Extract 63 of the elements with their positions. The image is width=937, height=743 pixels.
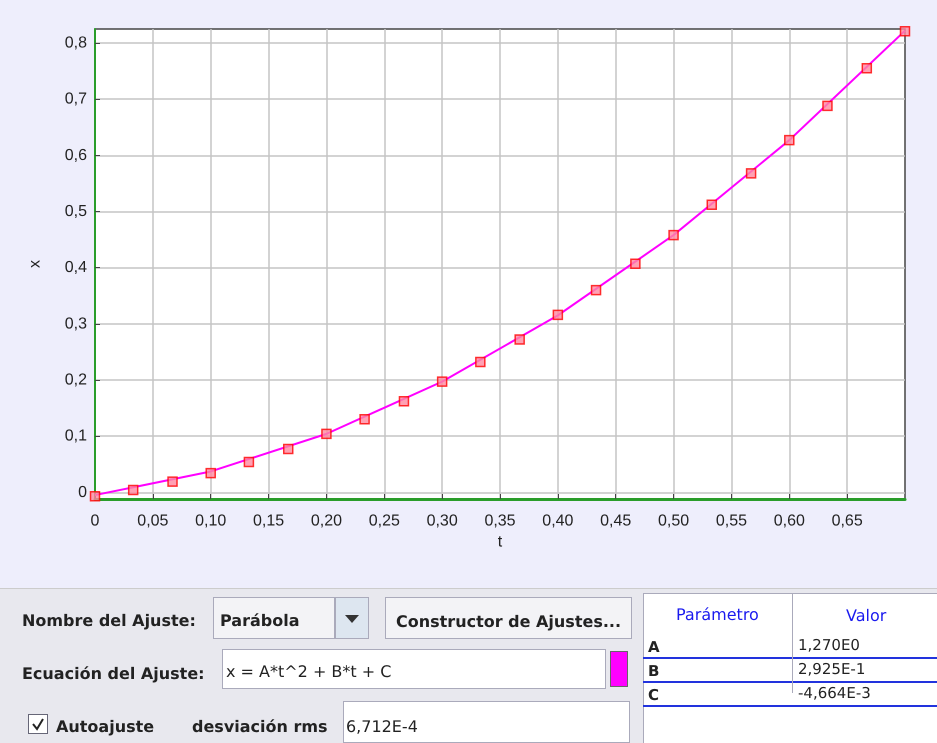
point xyxy=(321,428,332,440)
point xyxy=(706,200,718,210)
text: x = A*t^2 + B*t + C xyxy=(226,662,392,681)
y-tick-label: 0,6 xyxy=(64,146,88,164)
x-tick-label: 0,10 xyxy=(195,512,226,530)
text: Valor xyxy=(846,606,886,625)
point xyxy=(167,476,178,487)
point xyxy=(398,396,410,407)
text: Autoajuste xyxy=(56,717,154,736)
x-tick-label: 0,35 xyxy=(484,512,516,530)
text: C xyxy=(648,686,660,704)
text: A xyxy=(648,638,660,656)
x-tick-label: 0,20 xyxy=(310,512,342,530)
point xyxy=(900,26,910,36)
point xyxy=(514,334,525,345)
x-tick-label: 0,30 xyxy=(426,512,458,530)
point xyxy=(128,484,138,496)
x-tick-label: 0,60 xyxy=(774,512,805,530)
x-tick-label: 0,55 xyxy=(716,512,748,530)
x-tick-label: 0,40 xyxy=(542,512,574,530)
point xyxy=(590,284,602,296)
text: Constructor de Ajustes... xyxy=(396,612,622,631)
x-tick-label: 0,05 xyxy=(137,512,169,530)
point xyxy=(784,134,795,146)
y-tick-label: 0,2 xyxy=(64,371,88,388)
text: Parámetro xyxy=(676,605,759,624)
text: Nombre del Ajuste: xyxy=(22,611,196,630)
text: 1,270E0 xyxy=(798,636,860,654)
text: Ecuación del Ajuste: xyxy=(22,664,205,683)
y-tick-label: 0 xyxy=(78,484,88,501)
text: Parábola xyxy=(220,611,300,630)
point xyxy=(90,490,100,502)
text: 6,712E-4 xyxy=(346,717,418,736)
x-tick-label: 0 xyxy=(90,512,100,530)
text: desviación rms xyxy=(192,717,328,736)
point xyxy=(359,414,370,425)
x-tick-label: 0,15 xyxy=(253,512,284,530)
y-tick-label: 0,4 xyxy=(64,259,88,276)
point xyxy=(862,63,872,74)
point xyxy=(630,258,641,269)
point xyxy=(822,100,833,112)
x-axis-title: t xyxy=(498,533,503,550)
x-tick-label: 0,65 xyxy=(832,512,863,530)
point xyxy=(205,468,216,478)
text: -4,664E-3 xyxy=(798,684,871,702)
point xyxy=(746,168,756,179)
point xyxy=(475,356,486,368)
x-tick-label: 0,45 xyxy=(600,512,632,530)
point xyxy=(282,444,294,454)
y-axis-title: x xyxy=(26,260,44,268)
y-tick-label: 0,1 xyxy=(64,428,88,445)
x-tick-label: 0,25 xyxy=(368,512,400,530)
y-tick-label: 0,8 xyxy=(64,34,88,52)
point xyxy=(244,456,254,468)
point xyxy=(552,310,564,320)
y-tick-label: 0,5 xyxy=(64,202,88,220)
point xyxy=(436,376,448,387)
point xyxy=(668,230,679,240)
x-tick-label: 0,50 xyxy=(658,512,690,530)
y-tick-label: 0,3 xyxy=(64,315,88,332)
text: B xyxy=(648,662,660,680)
y-tick-label: 0,7 xyxy=(64,90,88,108)
text: 2,925E-1 xyxy=(798,660,866,678)
